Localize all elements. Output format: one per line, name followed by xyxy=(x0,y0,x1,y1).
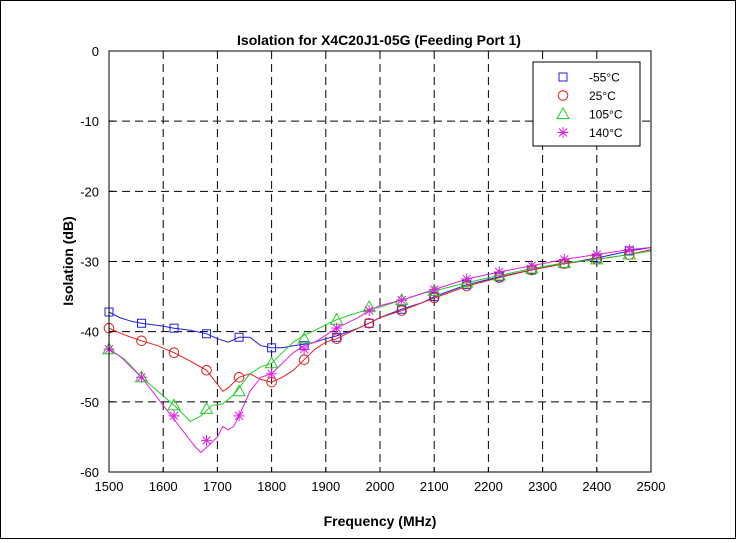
y-tick-label: -50 xyxy=(80,395,99,410)
x-tick-label: 1500 xyxy=(95,479,124,494)
data-point-2 xyxy=(264,356,279,369)
data-point-3 xyxy=(428,284,440,296)
x-tick-label: 2400 xyxy=(582,479,611,494)
data-point-3 xyxy=(396,294,408,306)
data-point-3 xyxy=(363,305,375,317)
legend-label: 105°C xyxy=(589,108,623,122)
series-line-1 xyxy=(108,249,652,392)
data-point-2 xyxy=(199,401,214,414)
legend-box xyxy=(532,61,641,147)
x-axis-label: Frequency (MHz) xyxy=(324,513,437,529)
data-point-2 xyxy=(232,384,246,397)
series-markers xyxy=(102,244,637,446)
x-tick-label: 2500 xyxy=(637,479,666,494)
chart-title: Isolation for X4C20J1-05G (Feeding Port … xyxy=(237,32,521,48)
data-point-3 xyxy=(623,244,635,256)
data-point-3 xyxy=(298,343,310,355)
y-tick-label: -20 xyxy=(80,184,99,199)
data-point-3 xyxy=(461,273,473,285)
y-tick-label: -40 xyxy=(80,325,99,340)
data-point-3 xyxy=(266,368,278,380)
data-point-1 xyxy=(201,364,212,376)
data-point-0 xyxy=(202,329,212,339)
data-point-2 xyxy=(297,331,311,344)
data-point-3 xyxy=(201,434,213,446)
x-tick-label: 2200 xyxy=(474,479,503,494)
data-point-0 xyxy=(169,323,179,333)
data-point-2 xyxy=(589,252,604,265)
data-point-0 xyxy=(137,318,147,328)
y-axis-ticks: 0 -10 -20 -30 -40 -50 -60 xyxy=(80,44,114,480)
data-point-3 xyxy=(591,248,603,260)
x-tick-label: 1900 xyxy=(311,479,340,494)
legend-marker-3 xyxy=(557,127,569,138)
data-point-2 xyxy=(427,283,442,296)
data-point-2 xyxy=(524,261,539,274)
y-tick-label: 0 xyxy=(92,44,99,59)
x-tick-label: 1700 xyxy=(203,479,232,494)
y-tick-label: -30 xyxy=(80,255,99,270)
data-point-3 xyxy=(526,260,538,272)
x-axis-ticks: 1500 1600 1700 1800 1900 2000 2100 2200 2300 2400… xyxy=(95,467,666,494)
x-tick-label: 2300 xyxy=(528,479,557,494)
legend: -55°C 25°C 105°C 140°C xyxy=(532,61,641,147)
x-tick-label: 1800 xyxy=(257,479,286,494)
data-point-1 xyxy=(363,317,375,329)
series-line-3 xyxy=(108,247,652,454)
data-point-2 xyxy=(167,398,181,411)
data-point-3 xyxy=(136,371,148,383)
x-tick-label: 2100 xyxy=(420,479,449,494)
data-point-3 xyxy=(168,410,180,422)
data-point-3 xyxy=(233,410,245,422)
data-point-1 xyxy=(168,347,180,359)
x-tick-label: 2000 xyxy=(366,479,395,494)
data-point-0 xyxy=(234,332,244,342)
data-point-1 xyxy=(233,371,245,383)
data-point-0 xyxy=(267,343,277,353)
data-point-1 xyxy=(396,305,407,316)
data-point-3 xyxy=(331,322,343,334)
data-point-1 xyxy=(136,335,147,347)
data-point-0 xyxy=(364,318,374,328)
data-point-3 xyxy=(558,253,570,265)
legend-marker-2 xyxy=(556,106,570,119)
y-axis-label: Isolation (dB) xyxy=(60,216,76,305)
legend-label: 25°C xyxy=(589,89,616,103)
data-point-1 xyxy=(298,354,310,366)
legend-marker-1 xyxy=(557,90,569,101)
x-tick-label: 1600 xyxy=(149,479,178,494)
y-tick-label: -60 xyxy=(80,465,99,480)
legend-marker-0 xyxy=(558,72,568,82)
data-point-3 xyxy=(493,266,505,278)
data-point-2 xyxy=(622,247,637,260)
y-tick-label: -10 xyxy=(80,114,99,129)
data-point-1 xyxy=(331,333,342,344)
legend-label: 140°C xyxy=(589,126,623,140)
series-line-2 xyxy=(108,250,652,423)
legend-label: -55°C xyxy=(589,71,620,85)
